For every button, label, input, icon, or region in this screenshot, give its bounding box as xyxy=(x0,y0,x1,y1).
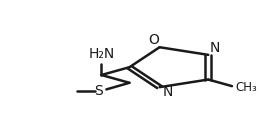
Text: N: N xyxy=(209,41,220,55)
Text: H₂N: H₂N xyxy=(88,47,115,61)
Text: S: S xyxy=(95,84,103,98)
Text: N: N xyxy=(163,85,173,99)
Text: O: O xyxy=(148,33,159,47)
Text: CH₃: CH₃ xyxy=(236,81,257,94)
